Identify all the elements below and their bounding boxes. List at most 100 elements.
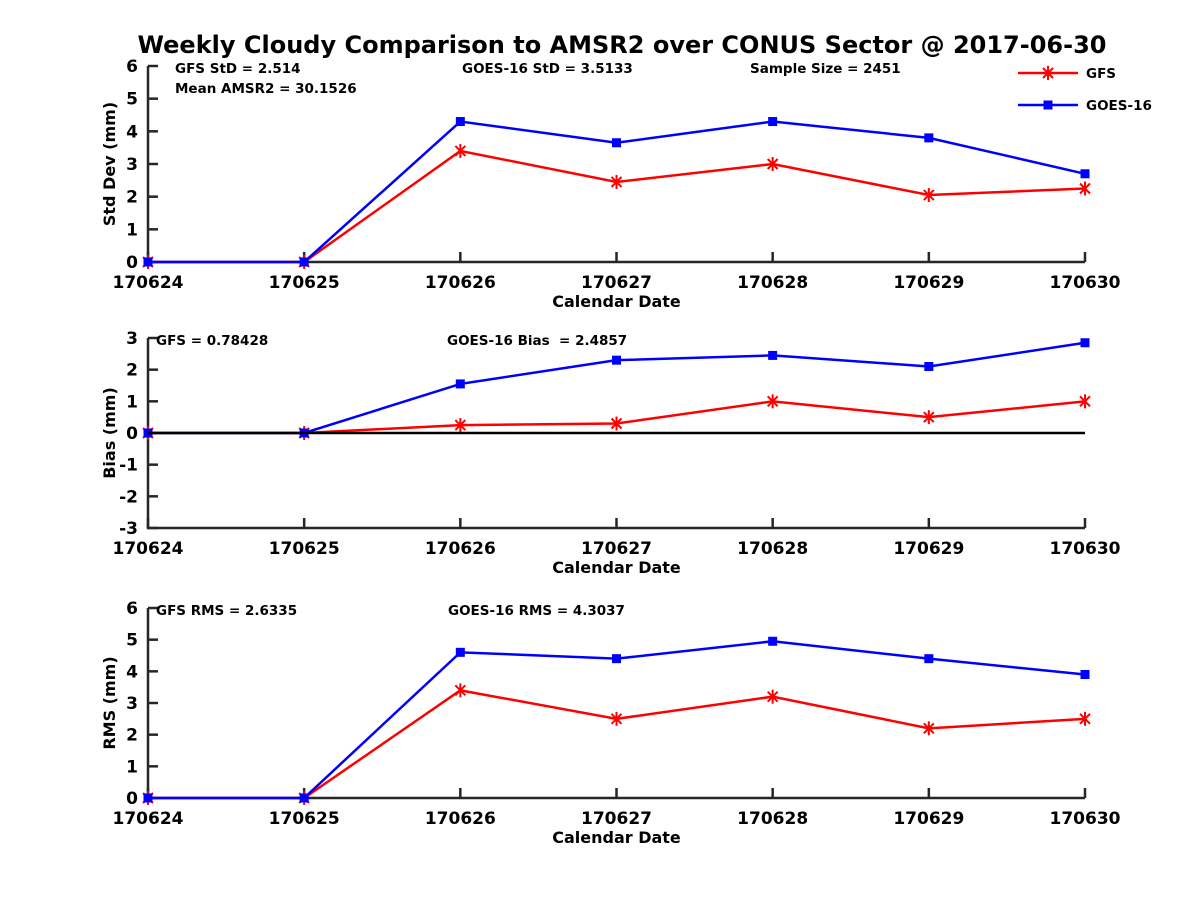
stat-annotation: GOES-16 Bias = 2.4857 (447, 333, 627, 349)
x-tick-label: 170627 (581, 273, 652, 293)
y-tick-label: 2 (126, 188, 138, 208)
stat-annotation: Mean AMSR2 = 30.1526 (175, 81, 357, 97)
stat-annotation: Sample Size = 2451 (750, 61, 901, 77)
y-tick-label: 1 (126, 757, 138, 777)
marker-gfs (1079, 711, 1091, 726)
marker-gfs (454, 418, 467, 433)
marker-goes-16 (768, 636, 778, 646)
x-tick-label: 170627 (581, 809, 652, 829)
x-tick-label: 170630 (1050, 539, 1121, 559)
y-tick-label: 1 (126, 392, 138, 412)
y-tick-label: 5 (126, 631, 138, 651)
legend-label-gfs: GFS (1086, 66, 1116, 82)
x-tick-label: 170628 (737, 809, 808, 829)
legend-label-goes-16: GOES-16 (1086, 98, 1152, 114)
marker-gfs (610, 711, 623, 726)
marker-gfs (454, 143, 467, 158)
y-tick-label: -1 (119, 456, 138, 476)
marker-goes-16 (299, 257, 309, 267)
y-tick-label: -3 (119, 519, 138, 539)
marker-goes-16 (768, 350, 778, 360)
x-tick-label: 170630 (1050, 273, 1121, 293)
marker-gfs (1079, 394, 1091, 409)
stat-annotation: GOES-16 StD = 3.5133 (462, 61, 633, 77)
marker-goes-16 (455, 117, 465, 127)
marker-gfs (766, 394, 779, 409)
legend: GFS GOES-16 (1018, 66, 1152, 114)
marker-gfs (1079, 181, 1091, 196)
marker-goes-16 (924, 133, 934, 143)
marker-goes-16 (612, 138, 621, 148)
marker-goes-16 (1080, 169, 1090, 179)
marker-goes-16 (299, 793, 309, 803)
x-tick-label: 170625 (269, 539, 340, 559)
marker-gfs (610, 174, 623, 189)
y-tick-label: 3 (126, 155, 138, 175)
y-axis-label: RMS (mm) (100, 656, 119, 749)
x-tick-label: 170624 (113, 809, 184, 829)
marker-gfs (1042, 66, 1054, 80)
x-axis-label: Calendar Date (552, 292, 681, 311)
marker-goes-16 (924, 362, 934, 371)
x-tick-label: 170628 (737, 539, 808, 559)
marker-goes-16 (612, 654, 621, 664)
x-tick-label: 170625 (269, 809, 340, 829)
y-tick-label: 2 (126, 361, 138, 381)
x-axis-label: Calendar Date (552, 558, 681, 577)
y-tick-label: 0 (126, 253, 138, 273)
marker-goes-16 (1080, 338, 1090, 348)
stat-annotation: GOES-16 RMS = 4.3037 (448, 603, 625, 619)
marker-goes-16 (455, 379, 465, 389)
marker-goes-16 (143, 793, 153, 803)
marker-goes-16 (1043, 100, 1053, 110)
marker-gfs (766, 689, 779, 704)
x-axis-label: Calendar Date (552, 828, 681, 847)
x-tick-label: 170629 (893, 273, 964, 293)
marker-gfs (766, 157, 779, 171)
x-tick-label: 170624 (113, 539, 184, 559)
marker-goes-16 (924, 654, 934, 664)
y-tick-label: 3 (126, 694, 138, 714)
x-tick-label: 170627 (581, 539, 652, 559)
marker-goes-16 (768, 117, 778, 127)
x-tick-label: 170625 (269, 273, 340, 293)
marker-goes-16 (143, 257, 153, 267)
stat-annotation: GFS RMS = 2.6335 (156, 603, 297, 619)
stat-annotation: GFS = 0.78428 (156, 333, 268, 349)
y-tick-label: -2 (119, 487, 138, 507)
stat-annotation: GFS StD = 2.514 (175, 61, 301, 77)
y-tick-label: 2 (126, 726, 138, 746)
y-tick-label: 6 (126, 57, 138, 77)
x-tick-label: 170626 (425, 273, 496, 293)
x-tick-label: 170629 (893, 539, 964, 559)
x-tick-label: 170626 (425, 539, 496, 559)
marker-gfs (610, 416, 623, 431)
marker-goes-16 (1080, 670, 1090, 679)
y-tick-label: 1 (126, 220, 138, 240)
y-tick-label: 0 (126, 424, 138, 444)
x-tick-label: 170628 (737, 273, 808, 293)
marker-gfs (454, 683, 467, 698)
y-tick-label: 4 (126, 662, 138, 682)
y-axis-label: Std Dev (mm) (100, 102, 119, 226)
series-line-gfs (148, 149, 1086, 264)
marker-goes-16 (612, 355, 621, 365)
x-tick-label: 170630 (1050, 809, 1121, 829)
x-tick-label: 170629 (893, 809, 964, 829)
x-tick-label: 170624 (113, 273, 184, 293)
y-tick-label: 6 (126, 599, 138, 619)
y-tick-label: 0 (126, 789, 138, 809)
x-tick-label: 170626 (425, 809, 496, 829)
marker-gfs (923, 410, 935, 425)
marker-gfs (923, 721, 935, 736)
y-tick-label: 3 (126, 329, 138, 349)
y-axis-label: Bias (mm) (100, 387, 119, 479)
y-tick-label: 4 (126, 122, 138, 142)
legend-item-gfs: GFS (1018, 66, 1116, 82)
